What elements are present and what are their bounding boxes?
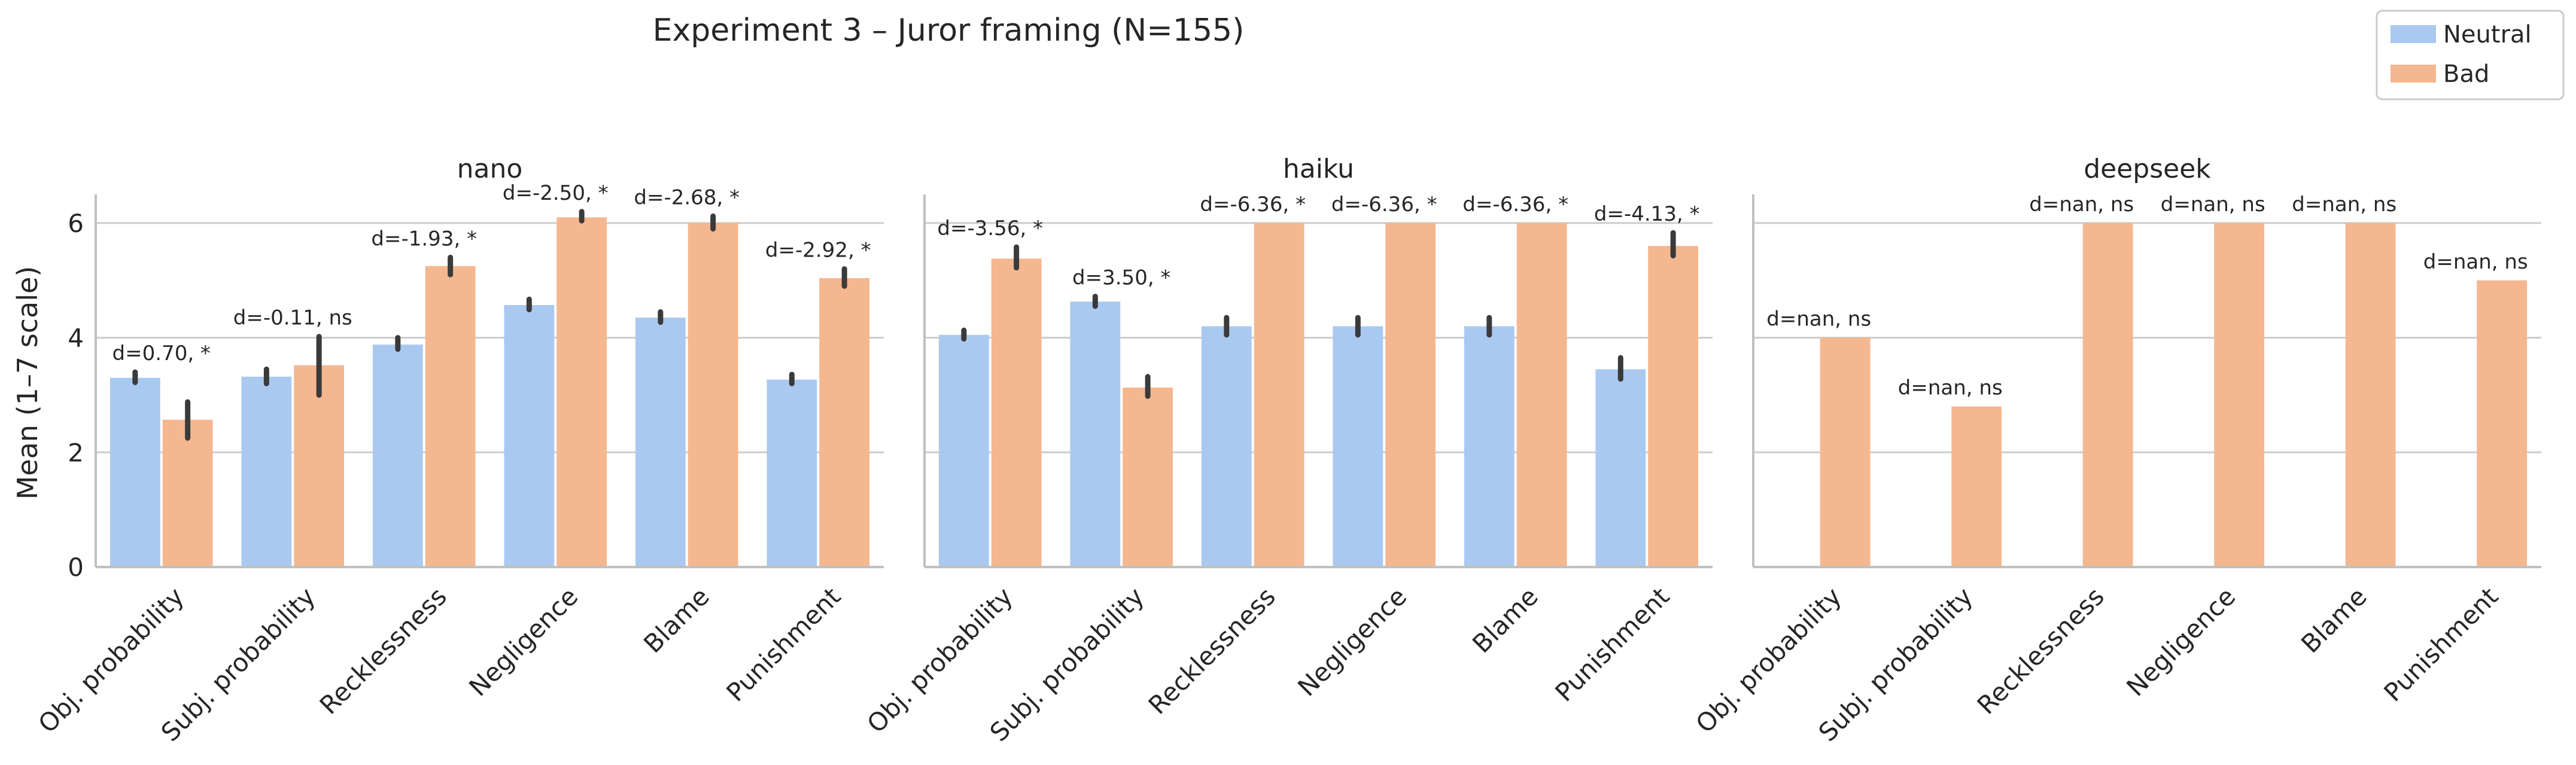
x-tick-label: Negligence bbox=[2121, 581, 2241, 702]
bar-neutral bbox=[635, 318, 686, 567]
effect-size-label: d=0.70, * bbox=[112, 342, 211, 365]
x-tick-label: Recklessness bbox=[1972, 581, 2110, 720]
y-tick-label: 2 bbox=[68, 438, 84, 467]
bar-bad bbox=[688, 223, 738, 567]
effect-size-label: d=-0.11, ns bbox=[233, 306, 352, 330]
y-tick-label: 0 bbox=[68, 553, 84, 582]
legend-swatch-bad bbox=[2391, 65, 2436, 83]
bar-bad bbox=[425, 266, 476, 567]
figure-suptitle: Experiment 3 – Juror framing (N=155) bbox=[653, 13, 1245, 48]
effect-size-label: d=-2.50, * bbox=[503, 181, 609, 205]
bar-neutral bbox=[767, 379, 817, 567]
effect-size-label: d=-2.68, * bbox=[634, 185, 740, 209]
y-tick-label: 6 bbox=[68, 209, 84, 238]
x-tick-label: Negligence bbox=[463, 581, 583, 702]
bar-neutral bbox=[504, 304, 555, 567]
bar-neutral bbox=[1464, 326, 1514, 567]
y-tick-label: 4 bbox=[68, 324, 84, 353]
effect-size-label: d=-4.13, * bbox=[1594, 202, 1700, 226]
effect-size-label: d=nan, ns bbox=[1898, 376, 2003, 400]
legend-label-bad: Bad bbox=[2443, 60, 2489, 88]
x-tick-label: Recklessness bbox=[1143, 581, 1281, 720]
x-tick-label: Punishment bbox=[720, 581, 846, 707]
bar-neutral bbox=[938, 334, 989, 567]
bar-bad bbox=[991, 258, 1042, 568]
effect-size-label: d=-2.92, * bbox=[765, 239, 871, 263]
bar-neutral bbox=[241, 376, 292, 567]
effect-size-label: d=nan, ns bbox=[2292, 193, 2396, 217]
effect-size-label: d=-3.56, * bbox=[937, 217, 1043, 240]
bar-bad bbox=[1516, 223, 1567, 567]
legend-label-neutral: Neutral bbox=[2443, 21, 2532, 48]
effect-size-label: d=-6.36, * bbox=[1200, 193, 1306, 217]
bar-bad bbox=[1123, 388, 1173, 567]
bar-bad bbox=[2477, 280, 2528, 567]
bar-bad bbox=[162, 419, 213, 567]
x-tick-label: Blame bbox=[1467, 581, 1544, 659]
x-tick-label: Punishment bbox=[2378, 581, 2504, 707]
x-tick-label: Negligence bbox=[1292, 581, 1412, 702]
legend: Neutral Bad bbox=[2376, 10, 2565, 100]
effect-size-label: d=-6.36, * bbox=[1462, 193, 1568, 217]
bar-bad bbox=[556, 217, 607, 567]
bar-neutral bbox=[1333, 326, 1383, 567]
x-tick-label: Blame bbox=[2295, 581, 2373, 659]
x-tick-label: Punishment bbox=[1549, 581, 1675, 707]
bar-bad bbox=[1254, 223, 1304, 567]
bar-neutral bbox=[372, 345, 423, 567]
bar-bad bbox=[2345, 223, 2396, 567]
bar-neutral bbox=[1595, 369, 1646, 567]
effect-size-label: d=nan, ns bbox=[1766, 307, 1871, 331]
bar-bad bbox=[1385, 223, 1436, 567]
x-tick-label: Blame bbox=[638, 581, 715, 659]
bar-bad bbox=[1820, 337, 1871, 567]
y-axis-label: Mean (1–7 scale) bbox=[11, 266, 44, 500]
bar-bad bbox=[2082, 223, 2133, 567]
effect-size-label: d=nan, ns bbox=[2161, 193, 2265, 217]
x-tick-label: Recklessness bbox=[314, 581, 452, 720]
effect-size-label: d=-1.93, * bbox=[371, 227, 477, 251]
bar-neutral bbox=[1201, 326, 1252, 567]
effect-size-label: d=nan, ns bbox=[2423, 250, 2528, 274]
panel-title: haiku bbox=[1283, 154, 1354, 184]
bar-bad bbox=[294, 365, 345, 567]
panel-title: deepseek bbox=[2084, 154, 2211, 184]
effect-size-label: d=-6.36, * bbox=[1331, 193, 1437, 217]
effect-size-label: d=3.50, * bbox=[1072, 266, 1170, 290]
bar-neutral bbox=[1070, 301, 1121, 567]
bar-bad bbox=[1648, 246, 1699, 567]
effect-size-label: d=nan, ns bbox=[2029, 193, 2134, 217]
legend-swatch-neutral bbox=[2391, 25, 2436, 43]
bar-neutral bbox=[110, 377, 160, 567]
bar-bad bbox=[1951, 406, 2002, 567]
bar-bad bbox=[2214, 223, 2265, 567]
panel-title: nano bbox=[457, 154, 523, 184]
bar-bad bbox=[819, 278, 870, 567]
